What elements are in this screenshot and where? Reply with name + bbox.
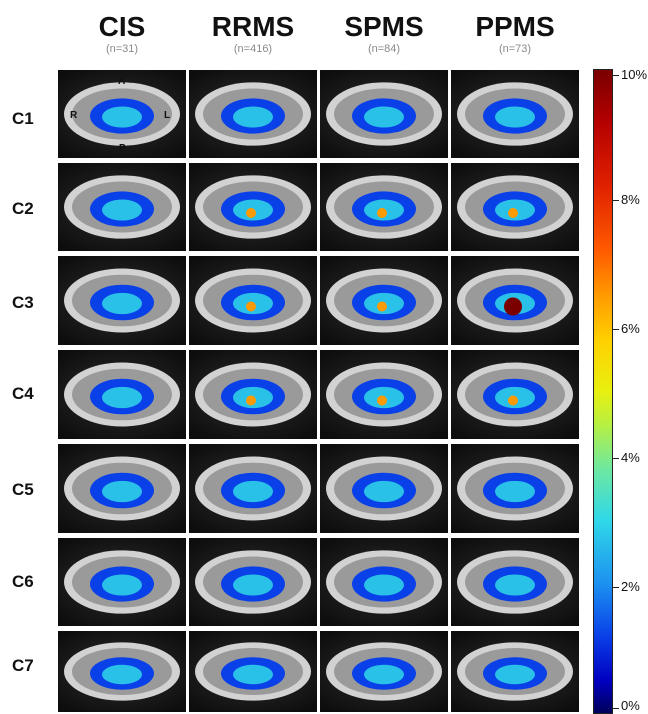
lesion-map-core — [495, 574, 535, 596]
spinal-cord-slice-image — [189, 256, 317, 345]
column-header-cis: CIS (n=31) — [58, 12, 186, 56]
colorbar-tick-label: 0% — [621, 698, 640, 713]
lesion-map-core — [102, 199, 142, 221]
row-label-c2: C2 — [12, 199, 34, 218]
spinal-cord-slice-image — [58, 631, 186, 712]
spinal-cord-slice-image — [58, 350, 186, 439]
spinal-cord-slice-image — [189, 631, 317, 712]
lesion-hotspot — [246, 208, 256, 218]
colorbar — [593, 69, 613, 714]
column-sample-size: (n=416) — [233, 43, 273, 55]
spinal-cord-slice-image — [451, 256, 579, 345]
orientation-right-label: R — [70, 110, 78, 121]
spinal-cord-slice-image — [189, 444, 317, 533]
lesion-map-core — [102, 664, 142, 685]
lesion-map-core — [495, 480, 535, 503]
orientation-left-label: L — [164, 110, 171, 121]
lesion-hotspot — [377, 208, 387, 218]
column-header-rrms: RRMS (n=416) — [189, 12, 317, 56]
column-sample-size: (n=84) — [367, 43, 401, 55]
spinal-cord-slice-image — [451, 631, 579, 712]
colorbar-tick-label: 2% — [621, 579, 640, 594]
lesion-hotspot — [508, 208, 518, 218]
lesion-map-core — [495, 106, 535, 128]
lesion-map-core — [364, 106, 404, 128]
spinal-cord-slice-image — [320, 70, 448, 158]
column-title: RRMS — [211, 11, 295, 42]
spinal-cord-slice-image — [189, 163, 317, 251]
colorbar-gradient — [593, 69, 613, 714]
spinal-cord-slice-image — [58, 444, 186, 533]
lesion-map-core — [233, 480, 273, 503]
lesion-hotspot — [377, 395, 387, 406]
row-label-c3: C3 — [12, 293, 34, 312]
spinal-cord-slice-image — [451, 350, 579, 439]
spinal-cord-slice-image — [58, 70, 186, 158]
spinal-cord-slice-image — [451, 163, 579, 251]
column-sample-size: (n=31) — [105, 43, 139, 55]
colorbar-tick — [613, 200, 619, 201]
column-title: PPMS — [475, 11, 555, 42]
spinal-cord-slice-image — [451, 538, 579, 626]
colorbar-tick-label: 8% — [621, 192, 640, 207]
lesion-map-core — [364, 480, 404, 503]
spinal-cord-slice-image — [320, 538, 448, 626]
lesion-map-core — [495, 664, 535, 685]
lesion-hotspot — [246, 395, 256, 406]
colorbar-tick-label: 6% — [621, 321, 640, 336]
lesion-map-core — [102, 292, 142, 315]
spinal-cord-slice-image — [189, 350, 317, 439]
spinal-cord-slice-image — [451, 444, 579, 533]
lesion-hotspot — [246, 301, 256, 312]
orientation-posterior-label: P — [119, 143, 126, 154]
lesion-map-core — [102, 106, 142, 128]
spinal-cord-slice-image — [189, 70, 317, 158]
colorbar-tick — [613, 458, 619, 459]
spinal-cord-slice-image — [320, 350, 448, 439]
spinal-cord-slice-image — [58, 163, 186, 251]
colorbar-tick — [613, 708, 619, 709]
row-label-c7: C7 — [12, 656, 34, 675]
lesion-map-core — [102, 386, 142, 409]
colorbar-tick — [613, 329, 619, 330]
colorbar-tick — [613, 587, 619, 588]
spinal-cord-slice-image — [58, 256, 186, 345]
row-label-c5: C5 — [12, 480, 34, 499]
row-label-c6: C6 — [12, 572, 34, 591]
column-header-ppms: PPMS (n=73) — [451, 12, 579, 56]
lesion-map-core — [364, 664, 404, 685]
lesion-map-core — [102, 480, 142, 503]
spinal-cord-slice-image — [451, 70, 579, 158]
row-label-c4: C4 — [12, 384, 34, 403]
spinal-cord-slice-image — [320, 631, 448, 712]
lesion-map-core — [233, 106, 273, 128]
lesion-hotspot — [508, 395, 518, 406]
column-sample-size: (n=73) — [498, 43, 532, 55]
spinal-cord-slice-image — [58, 538, 186, 626]
lesion-hotspot — [377, 301, 387, 312]
orientation-anterior-label: A — [118, 76, 126, 87]
column-header-spms: SPMS (n=84) — [320, 12, 448, 56]
spinal-cord-slice-image — [320, 256, 448, 345]
colorbar-tick — [613, 75, 619, 76]
row-label-c1: C1 — [12, 109, 34, 128]
colorbar-tick-label: 10% — [621, 67, 648, 82]
lesion-map-core — [233, 574, 273, 596]
column-title: SPMS — [344, 11, 424, 42]
lesion-map-core — [233, 664, 273, 685]
lesion-hotspot — [504, 297, 522, 316]
spinal-cord-slice-image — [320, 444, 448, 533]
lesion-map-core — [102, 574, 142, 596]
column-title: CIS — [98, 11, 146, 42]
spinal-cord-slice-image — [320, 163, 448, 251]
spinal-cord-slice-image — [189, 538, 317, 626]
lesion-map-core — [364, 574, 404, 596]
colorbar-tick-label: 4% — [621, 450, 640, 465]
